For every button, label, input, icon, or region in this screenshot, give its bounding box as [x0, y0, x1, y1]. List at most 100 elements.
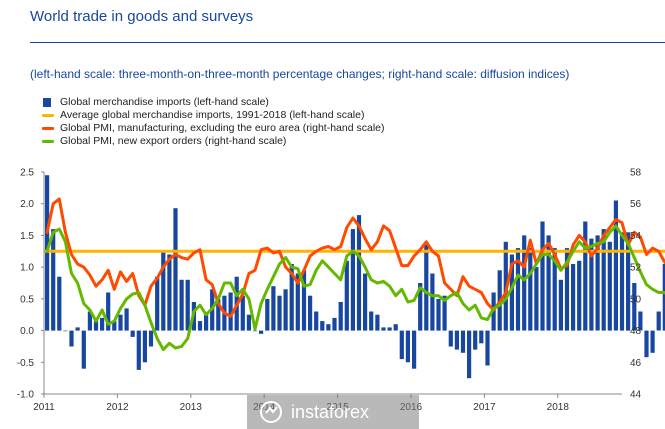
legend-item-pmi-export: Global PMI, new export orders (right-han… — [42, 135, 385, 148]
imports-bar — [283, 289, 288, 331]
imports-bar — [265, 298, 270, 331]
imports-bar — [155, 276, 160, 331]
imports-bar — [289, 264, 294, 331]
legend-swatch-imports — [43, 98, 51, 107]
title-divider — [30, 42, 665, 43]
imports-bar — [448, 330, 453, 347]
legend: Global merchandise imports (left-hand sc… — [42, 96, 385, 148]
imports-bar — [57, 276, 62, 331]
x-tick-label: 2018 — [547, 402, 570, 413]
legend-item-imports: Global merchandise imports (left-hand sc… — [42, 96, 385, 109]
imports-bar — [577, 260, 582, 331]
imports-bar — [216, 298, 221, 331]
imports-bar — [332, 317, 337, 331]
watermark: instaforex — [247, 395, 419, 429]
imports-bar — [509, 254, 514, 331]
y-left-tick-label: 2.5 — [20, 168, 34, 179]
y-right-tick-label: 54 — [630, 231, 642, 242]
imports-bar — [522, 235, 527, 331]
legend-label-imports: Global merchandise imports (left-hand sc… — [60, 96, 269, 108]
imports-bar — [564, 248, 570, 331]
imports-bar — [552, 248, 557, 331]
imports-bar — [314, 311, 319, 331]
imports-bar — [424, 244, 429, 331]
imports-bar — [197, 321, 203, 331]
imports-bar — [277, 295, 282, 331]
y-right-tick-label: 58 — [630, 168, 642, 179]
legend-label-pmi-manufacturing: Global PMI, manufacturing, excluding the… — [60, 122, 385, 134]
imports-bar — [467, 330, 472, 379]
y-left-tick-label: 1.5 — [20, 231, 34, 242]
imports-bar — [369, 311, 374, 331]
y-left-tick-label: 0.0 — [20, 326, 34, 337]
imports-bar — [619, 232, 625, 331]
imports-bar — [228, 292, 233, 331]
imports-bar — [259, 330, 264, 334]
y-left-tick-label: -1.0 — [17, 390, 35, 401]
legend-swatch-pmi-export — [42, 140, 54, 143]
imports-bar — [161, 251, 166, 331]
imports-bar — [301, 270, 307, 331]
imports-bar — [100, 317, 105, 331]
imports-bar — [130, 330, 135, 337]
x-tick-label: 2013 — [180, 402, 203, 413]
legend-label-average: Average global merchandise imports, 1991… — [60, 109, 365, 121]
legend-item-pmi-manufacturing: Global PMI, manufacturing, excluding the… — [42, 122, 385, 135]
imports-bar — [595, 235, 600, 331]
imports-bar — [87, 311, 92, 331]
chart-plot: -1.0 -0.5 0.0 0.5 1.0 1.5 2.0 2.5 44 46 48 50 52 54 56… — [17, 168, 665, 413]
imports-bar — [204, 314, 209, 331]
y-right-tick-label: 50 — [630, 294, 642, 305]
imports-bar — [662, 264, 665, 331]
x-tick-label: 2017 — [473, 402, 496, 413]
x-tick-label: 2012 — [106, 402, 129, 413]
imports-bar — [405, 330, 410, 363]
imports-bar — [528, 248, 533, 331]
imports-bar — [142, 330, 147, 363]
imports-bar — [350, 229, 355, 331]
imports-bar — [412, 330, 417, 369]
imports-bar — [473, 330, 478, 350]
imports-bar — [589, 238, 594, 331]
imports-bar — [51, 229, 56, 331]
instaforex-logo-icon — [260, 401, 282, 423]
imports-bar — [399, 330, 404, 360]
legend-swatch-average — [42, 114, 54, 117]
imports-bar — [326, 324, 331, 331]
imports-bar — [320, 321, 325, 331]
y-left-tick-label: -0.5 — [17, 358, 35, 369]
imports-bar — [460, 330, 466, 353]
imports-bar — [240, 295, 245, 331]
imports-bar — [185, 279, 190, 331]
imports-bar — [558, 279, 563, 331]
y-right-tick-label: 46 — [630, 358, 642, 369]
chart-subtitle: (left-hand scale: three-month-on-three-m… — [30, 67, 570, 81]
legend-item-average: Average global merchandise imports, 1991… — [42, 109, 385, 122]
imports-bar — [81, 330, 86, 369]
imports-bar — [454, 330, 459, 350]
imports-bar — [583, 221, 588, 331]
imports-bar — [515, 248, 521, 331]
imports-bar — [295, 273, 300, 331]
imports-bar — [613, 200, 618, 331]
imports-bar — [442, 295, 447, 331]
imports-bar — [436, 298, 441, 331]
y-right-tick-label: 56 — [630, 199, 642, 210]
imports-bar — [607, 241, 612, 331]
imports-bar — [638, 311, 643, 331]
imports-bar — [179, 279, 184, 331]
imports-bar — [106, 292, 111, 331]
chart-title: World trade in goods and surveys — [30, 8, 254, 25]
imports-bar — [338, 302, 343, 331]
imports-bar — [571, 264, 576, 331]
imports-bar — [381, 327, 386, 331]
imports-bar — [112, 321, 117, 331]
imports-bar — [148, 330, 154, 347]
legend-label-pmi-export: Global PMI, new export orders (right-han… — [60, 135, 287, 147]
imports-bar — [356, 215, 362, 331]
watermark-text: instaforex — [291, 401, 370, 422]
imports-bar — [430, 273, 435, 331]
imports-bar — [534, 267, 539, 331]
pmi-export-orders-line — [45, 224, 665, 352]
imports-bar — [118, 314, 123, 331]
